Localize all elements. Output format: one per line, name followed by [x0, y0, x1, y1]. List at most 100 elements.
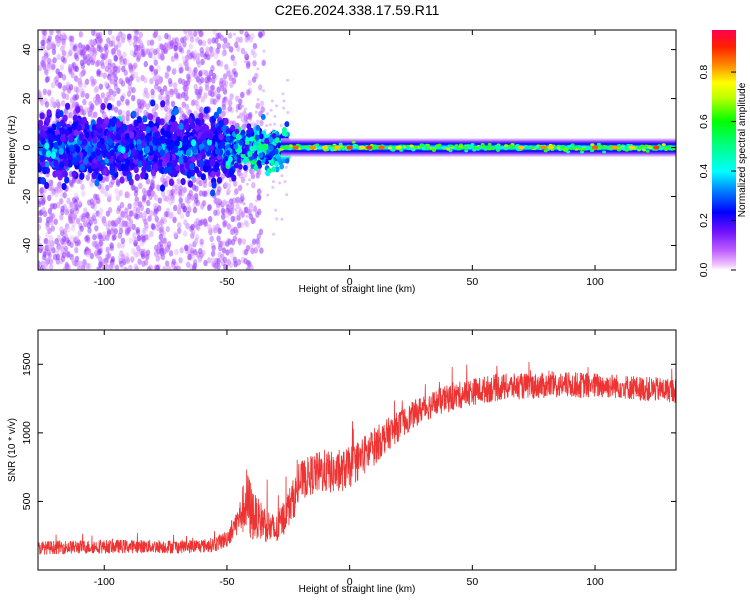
noise-blob [164, 260, 170, 267]
noise-blob [243, 206, 249, 213]
noise-blob [129, 210, 134, 217]
noise-blob [232, 197, 237, 204]
noise-blob [231, 77, 237, 84]
core-blob [68, 135, 74, 143]
noise-blob [85, 174, 90, 181]
core-blob [46, 109, 52, 117]
noise-blob [229, 207, 235, 215]
core-blob [126, 174, 132, 182]
noise-blob [229, 93, 234, 100]
noise-blob [240, 47, 246, 55]
noise-blob [107, 220, 113, 227]
transition-blob [264, 158, 270, 165]
core-blob [38, 123, 43, 131]
core-blob [156, 137, 162, 146]
noise-blob [183, 94, 189, 102]
core-blob [111, 116, 117, 124]
transition-blob [244, 156, 250, 163]
noise-blob [68, 179, 74, 187]
core-blob [216, 125, 222, 134]
noise-blob [122, 51, 127, 58]
noise-blob [148, 77, 154, 85]
core-blob [187, 180, 194, 188]
noise-blob [252, 60, 257, 67]
noise-blob [198, 86, 203, 93]
noise-blob [38, 265, 41, 270]
noise-blob [234, 95, 240, 102]
noise-dot [265, 112, 269, 116]
noise-blob [95, 243, 100, 250]
x-tick-label: -50 [219, 576, 234, 588]
noise-blob [245, 221, 250, 228]
noise-blob [199, 76, 205, 84]
core-blob [211, 181, 217, 189]
core-blob [210, 170, 216, 178]
noise-blob [85, 212, 90, 219]
noise-dot [275, 217, 279, 221]
core-blob [200, 173, 206, 181]
core-blob [153, 163, 159, 171]
noise-blob [136, 245, 141, 252]
core-blob [203, 106, 209, 114]
noise-blob [151, 107, 157, 115]
noise-blob [221, 50, 226, 57]
noise-blob [172, 67, 177, 75]
colorbar-tick-label: 0.8 [698, 65, 710, 80]
figure-title: C2E6.2024.338.17.59.R11 [275, 2, 440, 18]
noise-blob [193, 67, 198, 74]
noise-dot [279, 124, 283, 128]
noise-blob [42, 30, 48, 37]
core-blob [119, 176, 125, 184]
noise-blob [137, 201, 142, 208]
y-tick-label: -20 [21, 189, 33, 204]
band-blob [351, 140, 356, 144]
band-blob [640, 145, 645, 149]
transition-blob [257, 143, 263, 150]
noise-blob [108, 181, 114, 188]
core-blob [160, 136, 167, 144]
noise-blob [146, 39, 151, 47]
core-blob [55, 134, 61, 142]
noise-blob [207, 215, 213, 223]
noise-blob [157, 197, 163, 204]
noise-dot [259, 120, 263, 124]
noise-blob [151, 223, 156, 231]
noise-blob [233, 71, 238, 78]
core-blob [64, 128, 70, 137]
noise-blob [103, 45, 108, 52]
band-blob [590, 143, 595, 147]
noise-blob [153, 202, 158, 210]
noise-blob [143, 87, 149, 94]
y-tick-label: 40 [21, 44, 33, 56]
noise-dot [282, 106, 286, 110]
noise-blob [153, 244, 159, 252]
noise-dot [247, 208, 251, 212]
noise-blob [84, 78, 90, 85]
core-blob [109, 149, 115, 157]
noise-dot [272, 232, 276, 236]
noise-blob [75, 46, 80, 54]
noise-blob [182, 186, 187, 194]
noise-blob [227, 238, 232, 246]
noise-blob [179, 213, 185, 220]
noise-blob [102, 231, 107, 238]
x-tick-label: 0 [347, 576, 353, 588]
noise-blob [126, 33, 132, 40]
core-blob [69, 144, 75, 152]
noise-blob [261, 59, 266, 67]
transition-blob [264, 137, 270, 144]
band-blob [373, 145, 378, 149]
noise-dot [256, 98, 260, 102]
band-blob [661, 143, 666, 147]
noise-blob [135, 76, 141, 83]
core-blob [124, 145, 130, 153]
noise-blob [63, 266, 68, 270]
noise-blob [207, 223, 212, 231]
noise-blob [181, 101, 186, 108]
core-blob [78, 133, 84, 141]
noise-dot [269, 108, 273, 112]
noise-blob [95, 252, 100, 259]
transition-blob [274, 166, 280, 173]
noise-blob [220, 207, 226, 215]
core-blob [81, 116, 87, 125]
